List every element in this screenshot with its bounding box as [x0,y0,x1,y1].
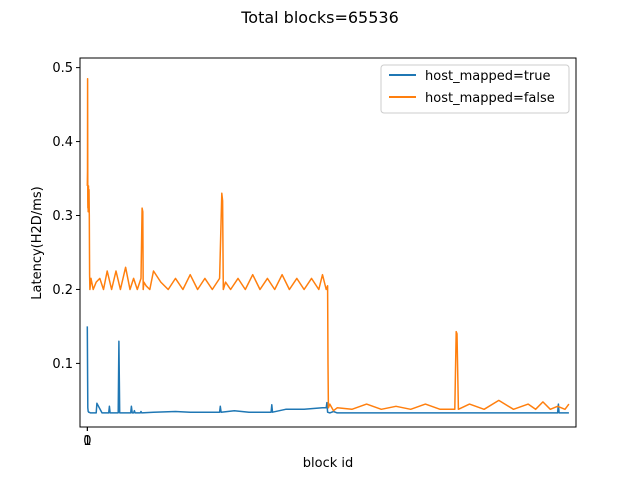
x-tick-label: 1 [83,434,91,449]
legend-label-host-mapped-false: host_mapped=false [425,91,555,106]
y-axis-label: Latency(H2D/ms) [30,186,45,299]
y-tick-label: 0.1 [52,357,73,372]
legend: host_mapped=true host_mapped=false [380,64,570,114]
y-tick-label: 0.2 [52,283,73,298]
x-tick-label: 0 [83,434,91,449]
y-tick-label: 0.3 [52,209,73,224]
x-axis-label: block id [303,456,354,471]
plot-frame [79,57,577,428]
y-tick-label: 0.5 [52,61,73,76]
series-line-host-mapped-false [86,77,570,412]
chart-title: Total blocks=65536 [240,8,399,27]
x-axis: 01 [83,427,91,449]
series-line-host-mapped-true [86,326,569,414]
plot-lines [86,77,570,414]
y-tick-label: 0.4 [52,135,73,150]
y-axis: 0.1 0.2 0.3 0.4 0.5 [52,61,80,372]
legend-box [380,64,570,114]
legend-label-host-mapped-true: host_mapped=true [425,69,551,84]
